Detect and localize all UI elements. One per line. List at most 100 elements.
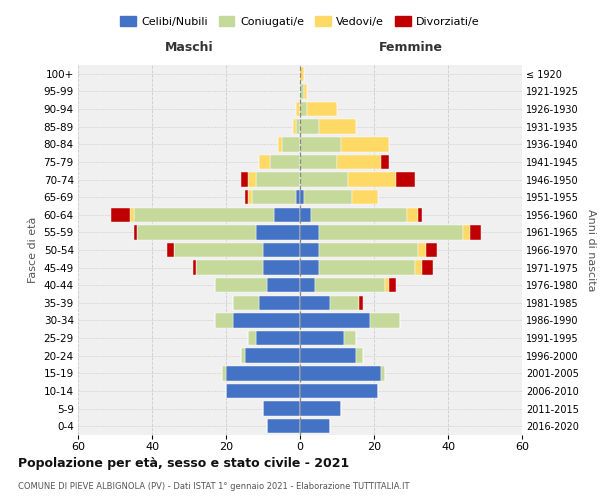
Bar	[112, 208, 130, 222]
Bar	[233, 314, 300, 328]
Bar	[300, 278, 315, 292]
Bar	[296, 190, 300, 204]
Bar	[389, 278, 396, 292]
Bar	[300, 190, 304, 204]
Bar	[300, 120, 319, 134]
Bar	[296, 102, 300, 117]
Bar	[385, 278, 389, 292]
Bar	[245, 348, 300, 363]
Bar	[259, 296, 300, 310]
Bar	[463, 225, 470, 240]
Text: Femmine: Femmine	[379, 42, 443, 54]
Bar	[226, 384, 300, 398]
Bar	[248, 172, 256, 186]
Bar	[241, 348, 245, 363]
Bar	[300, 102, 307, 117]
Bar	[329, 296, 359, 310]
Bar	[130, 208, 133, 222]
Bar	[226, 366, 300, 380]
Bar	[359, 296, 363, 310]
Bar	[278, 137, 281, 152]
Bar	[311, 208, 407, 222]
Bar	[426, 243, 437, 257]
Bar	[248, 190, 252, 204]
Bar	[256, 225, 300, 240]
Text: Popolazione per età, sesso e stato civile - 2021: Popolazione per età, sesso e stato civil…	[18, 458, 349, 470]
Bar	[300, 243, 319, 257]
Bar	[300, 331, 344, 345]
Bar	[319, 225, 463, 240]
Bar	[263, 243, 300, 257]
Bar	[256, 172, 300, 186]
Y-axis label: Anni di nascita: Anni di nascita	[586, 209, 596, 291]
Bar	[263, 402, 300, 416]
Bar	[296, 120, 300, 134]
Bar	[300, 66, 304, 81]
Bar	[300, 402, 341, 416]
Bar	[196, 260, 263, 275]
Bar	[382, 154, 389, 169]
Bar	[245, 190, 248, 204]
Bar	[293, 120, 296, 134]
Bar	[315, 278, 385, 292]
Bar	[418, 243, 426, 257]
Bar	[300, 384, 378, 398]
Bar	[215, 278, 266, 292]
Bar	[470, 225, 481, 240]
Bar	[304, 190, 352, 204]
Bar	[300, 419, 329, 434]
Bar	[248, 331, 256, 345]
Bar	[300, 366, 382, 380]
Bar	[167, 243, 174, 257]
Bar	[266, 278, 300, 292]
Bar	[252, 190, 296, 204]
Bar	[134, 208, 274, 222]
Bar	[307, 102, 337, 117]
Bar	[174, 243, 263, 257]
Legend: Celibi/Nubili, Coniugati/e, Vedovi/e, Divorziati/e: Celibi/Nubili, Coniugati/e, Vedovi/e, Di…	[116, 12, 484, 31]
Text: COMUNE DI PIEVE ALBIGNOLA (PV) - Dati ISTAT 1° gennaio 2021 - Elaborazione TUTTI: COMUNE DI PIEVE ALBIGNOLA (PV) - Dati IS…	[18, 482, 409, 491]
Bar	[337, 154, 382, 169]
Bar	[300, 314, 370, 328]
Bar	[300, 172, 348, 186]
Bar	[266, 419, 300, 434]
Bar	[319, 243, 418, 257]
Bar	[300, 154, 337, 169]
Bar	[396, 172, 415, 186]
Bar	[304, 84, 307, 98]
Bar	[256, 331, 300, 345]
Bar	[193, 260, 196, 275]
Bar	[300, 296, 329, 310]
Bar	[352, 190, 378, 204]
Bar	[263, 260, 300, 275]
Bar	[300, 260, 319, 275]
Bar	[233, 296, 259, 310]
Bar	[407, 208, 418, 222]
Bar	[418, 208, 422, 222]
Bar	[259, 154, 271, 169]
Bar	[319, 260, 415, 275]
Bar	[300, 225, 319, 240]
Bar	[300, 208, 311, 222]
Bar	[241, 172, 248, 186]
Bar	[215, 314, 233, 328]
Bar	[274, 208, 300, 222]
Text: Maschi: Maschi	[164, 42, 214, 54]
Bar	[382, 366, 385, 380]
Bar	[319, 120, 355, 134]
Bar	[300, 348, 355, 363]
Bar	[137, 225, 256, 240]
Bar	[348, 172, 396, 186]
Bar	[344, 331, 355, 345]
Bar	[355, 348, 363, 363]
Y-axis label: Fasce di età: Fasce di età	[28, 217, 38, 283]
Bar	[341, 137, 389, 152]
Bar	[271, 154, 300, 169]
Bar	[300, 137, 341, 152]
Bar	[370, 314, 400, 328]
Bar	[415, 260, 422, 275]
Bar	[134, 225, 137, 240]
Bar	[281, 137, 300, 152]
Bar	[300, 84, 304, 98]
Bar	[422, 260, 433, 275]
